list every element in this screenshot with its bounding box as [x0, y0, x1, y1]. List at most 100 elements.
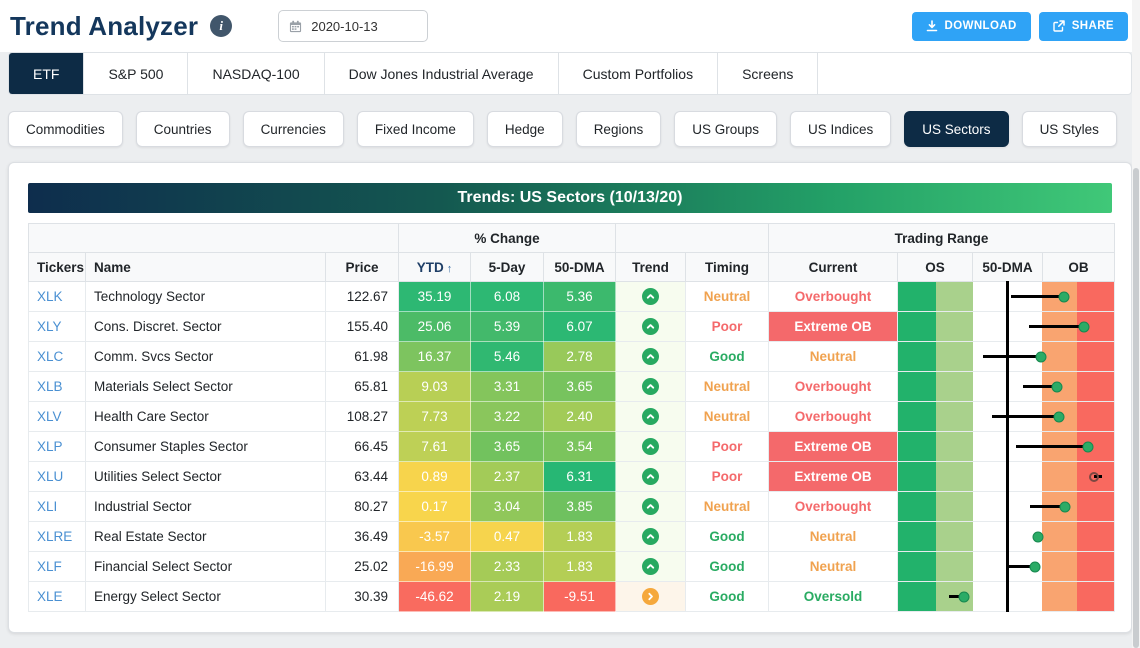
col-tickers[interactable]: Tickers — [28, 252, 86, 282]
trading-range-bands — [898, 522, 1115, 551]
category-tab-hedge[interactable]: Hedge — [486, 111, 563, 147]
five-day-change-cell: 3.31 — [470, 371, 545, 402]
week-tail-line — [1030, 505, 1065, 508]
current-price-dot — [1082, 441, 1094, 452]
universe-tab-custom-portfolios[interactable]: Custom Portfolios — [559, 53, 719, 94]
extreme-overbought-zone — [1077, 492, 1115, 521]
sector-name: Energy Select Sector — [85, 581, 326, 612]
extreme-oversold-zone — [898, 402, 936, 431]
category-tab-us-indices[interactable]: US Indices — [790, 111, 892, 147]
extreme-overbought-zone — [1077, 552, 1115, 581]
col-os[interactable]: OS — [897, 252, 974, 282]
table-row: XLK Technology Sector 122.67 35.19 6.08 … — [28, 281, 1116, 312]
category-tab-commodities[interactable]: Commodities — [8, 111, 123, 147]
share-button[interactable]: SHARE — [1038, 11, 1128, 41]
extreme-oversold-zone — [898, 462, 936, 491]
current-price-dot — [1053, 411, 1065, 422]
ytd-change-cell: 7.61 — [398, 431, 472, 462]
fifty-dma-change-cell: 3.65 — [543, 371, 617, 402]
scrollbar-thumb[interactable] — [1133, 168, 1139, 648]
category-tab-currencies[interactable]: Currencies — [242, 111, 344, 147]
extreme-oversold-zone — [898, 312, 936, 341]
date-picker[interactable]: 2020-10-13 — [278, 10, 429, 42]
oversold-zone — [935, 492, 973, 521]
extreme-overbought-zone — [1077, 342, 1115, 371]
oversold-zone — [935, 372, 973, 401]
table-row: XLY Cons. Discret. Sector 155.40 25.06 5… — [28, 311, 1116, 342]
universe-tab-dow-jones-industrial-average[interactable]: Dow Jones Industrial Average — [325, 53, 559, 94]
trading-range-group-header: Trading Range — [768, 223, 1116, 253]
ticker-link[interactable]: XLI — [28, 491, 86, 522]
oversold-zone — [935, 522, 973, 551]
col-ob[interactable]: OB — [1042, 252, 1116, 282]
timing-cell: Poor — [685, 311, 770, 342]
col-current[interactable]: Current — [768, 252, 899, 282]
col-name[interactable]: Name — [85, 252, 326, 282]
col-price[interactable]: Price — [324, 252, 400, 282]
fifty-dma-line — [1006, 491, 1010, 522]
category-tab-fixed-income[interactable]: Fixed Income — [356, 111, 474, 147]
col-trend[interactable]: Trend — [615, 252, 687, 282]
col-range-50dma[interactable]: 50-DMA — [972, 252, 1044, 282]
col-timing[interactable]: Timing — [685, 252, 770, 282]
ticker-link[interactable]: XLU — [28, 461, 86, 492]
trading-range-cell — [897, 311, 1116, 342]
ticker-link[interactable]: XLF — [28, 551, 86, 582]
category-tab-us-groups[interactable]: US Groups — [674, 111, 777, 147]
universe-tab-nasdaq-100[interactable]: NASDAQ-100 — [188, 53, 325, 94]
fifty-dma-line — [1006, 581, 1010, 612]
ytd-change-cell: -16.99 — [398, 551, 472, 582]
ticker-link[interactable]: XLY — [28, 311, 86, 342]
price-value: 63.44 — [324, 461, 400, 492]
universe-tab-etf[interactable]: ETF — [9, 53, 85, 94]
price-value: 36.49 — [324, 521, 400, 552]
ticker-link[interactable]: XLK — [28, 281, 86, 312]
trading-range-cell — [897, 521, 1116, 552]
ticker-link[interactable]: XLV — [28, 401, 86, 432]
above-range-hollow-dot — [1088, 471, 1099, 482]
current-status-cell: Overbought — [768, 281, 899, 312]
table-row: XLC Comm. Svcs Sector 61.98 16.37 5.46 2… — [28, 341, 1116, 372]
trend-up-icon — [642, 408, 660, 425]
category-tab-us-styles[interactable]: US Styles — [1021, 111, 1117, 147]
trend-cell — [615, 581, 687, 612]
fifty-dma-change-cell: 6.31 — [543, 461, 617, 492]
col-5day[interactable]: 5-Day — [470, 252, 545, 282]
category-tab-regions[interactable]: Regions — [575, 111, 662, 147]
table-row: XLB Materials Select Sector 65.81 9.03 3… — [28, 371, 1116, 402]
ticker-link[interactable]: XLP — [28, 431, 86, 462]
current-status-cell: Neutral — [768, 341, 899, 372]
fifty-dma-change-cell: 3.54 — [543, 431, 617, 462]
trading-range-cell — [897, 551, 1116, 582]
ytd-change-cell: 9.03 — [398, 371, 472, 402]
category-tab-us-sectors[interactable]: US Sectors — [904, 111, 1009, 147]
oversold-zone — [935, 462, 973, 491]
ticker-link[interactable]: XLE — [28, 581, 86, 612]
trading-range-cell — [897, 401, 1116, 432]
trend-right-icon — [642, 588, 660, 605]
trading-range-cell — [897, 491, 1116, 522]
ticker-link[interactable]: XLRE — [28, 521, 86, 552]
universe-tab-screens[interactable]: Screens — [718, 53, 819, 94]
ticker-link[interactable]: XLC — [28, 341, 86, 372]
col-50dma[interactable]: 50-DMA — [543, 252, 617, 282]
download-icon — [926, 20, 938, 32]
current-price-dot — [1029, 561, 1041, 572]
ytd-change-cell: 16.37 — [398, 341, 472, 372]
vertical-scrollbar[interactable] — [1132, 0, 1140, 648]
category-tab-countries[interactable]: Countries — [135, 111, 230, 147]
five-day-change-cell: 5.46 — [470, 341, 545, 372]
ticker-link[interactable]: XLB — [28, 371, 86, 402]
info-icon[interactable]: i — [210, 15, 233, 37]
date-value: 2020-10-13 — [311, 18, 378, 34]
col-ytd-sorted[interactable]: YTD ↑ — [398, 252, 472, 282]
trend-cell — [615, 491, 687, 522]
trading-range-cell — [897, 581, 1116, 612]
group-header-row: % Change Trading Range — [27, 223, 1116, 253]
universe-tab-s-p-500[interactable]: S&P 500 — [84, 53, 189, 94]
current-status-cell: Extreme OB — [768, 431, 899, 462]
current-status-cell: Extreme OB — [768, 311, 899, 342]
five-day-change-cell: 6.08 — [470, 281, 545, 312]
five-day-change-cell: 5.39 — [470, 311, 545, 342]
download-button[interactable]: DOWNLOAD — [911, 11, 1031, 41]
